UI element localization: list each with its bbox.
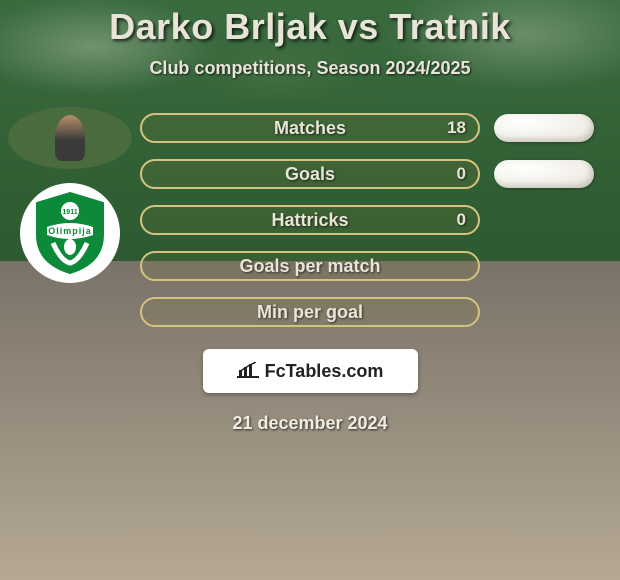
stat-label: Matches (274, 118, 346, 139)
stat-label: Hattricks (271, 210, 348, 231)
main-area: 1911 Olimpija Matches18Goals0Hattricks0G… (0, 107, 620, 327)
stat-row: Goals 0 (140, 159, 620, 189)
club-badge: 1911 Olimpija (33, 191, 107, 275)
subtitle: Club competitions, Season 2024/2025 (149, 58, 470, 79)
stat-pill (494, 114, 594, 142)
stat-label: Goals per match (239, 256, 380, 277)
page-title: Darko Brljak vs Tratnik (109, 6, 511, 48)
stat-bar: Goals 0 (140, 159, 480, 189)
stat-row: Hattricks 0 (140, 205, 620, 235)
stat-row: Min per goal (140, 297, 620, 327)
branding-text: FcTables.com (265, 361, 384, 382)
chart-icon (237, 362, 259, 380)
stat-bar: Goals per match (140, 251, 480, 281)
stat-label: Goals (285, 164, 335, 185)
branding-badge: FcTables.com (203, 349, 418, 393)
stat-row: Matches 18 (140, 113, 620, 143)
avatars-column: 1911 Olimpija (8, 107, 132, 283)
player-avatar (8, 107, 132, 169)
stat-label: Min per goal (257, 302, 363, 323)
stat-value: 0 (457, 164, 466, 184)
stat-bar: Min per goal (140, 297, 480, 327)
stat-bar: Hattricks 0 (140, 205, 480, 235)
stat-bar: Matches 18 (140, 113, 480, 143)
stat-value: 18 (447, 118, 466, 138)
club-year: 1911 (62, 209, 77, 216)
stat-pill (494, 160, 594, 188)
content-container: Darko Brljak vs Tratnik Club competition… (0, 0, 620, 434)
date-label: 21 december 2024 (232, 413, 387, 434)
stat-value: 0 (457, 210, 466, 230)
club-avatar: 1911 Olimpija (20, 183, 120, 283)
stat-row: Goals per match (140, 251, 620, 281)
club-name: Olimpija (48, 226, 92, 236)
